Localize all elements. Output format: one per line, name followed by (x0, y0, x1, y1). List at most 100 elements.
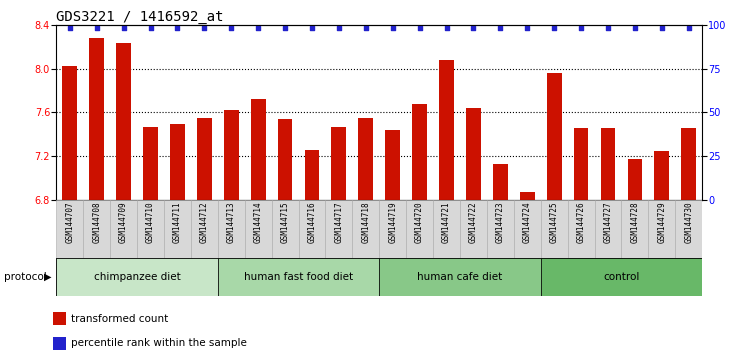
Text: human cafe diet: human cafe diet (418, 272, 502, 282)
Bar (56, 200, 83, 258)
Point (387, 25, 399, 31)
Text: GSM144722: GSM144722 (469, 202, 478, 244)
Bar (601, 128, 615, 200)
Point (333, 25, 345, 31)
Text: GSM144717: GSM144717 (334, 202, 343, 244)
Point (64, 25, 76, 31)
Bar (251, 99, 266, 200)
Text: GSM144723: GSM144723 (496, 202, 505, 244)
Bar (358, 118, 373, 200)
Bar (164, 200, 191, 258)
Text: GSM144711: GSM144711 (173, 202, 182, 244)
Text: GSM144726: GSM144726 (577, 202, 586, 244)
Text: GSM144716: GSM144716 (307, 202, 316, 244)
Text: GSM144718: GSM144718 (361, 202, 370, 244)
Point (360, 25, 372, 31)
Point (252, 25, 264, 31)
Point (118, 25, 130, 31)
Text: transformed count: transformed count (71, 314, 168, 324)
Text: percentile rank within the sample: percentile rank within the sample (71, 338, 247, 348)
Text: GSM144707: GSM144707 (65, 202, 74, 244)
Point (629, 25, 641, 31)
Point (279, 25, 291, 31)
Bar (568, 200, 595, 258)
Bar (218, 200, 245, 258)
Bar (433, 200, 460, 258)
Text: GSM144712: GSM144712 (200, 202, 209, 244)
Text: ▶: ▶ (44, 272, 51, 282)
Point (198, 25, 210, 31)
Bar (305, 150, 319, 200)
Point (683, 25, 695, 31)
Text: GSM144710: GSM144710 (146, 202, 155, 244)
Bar (681, 128, 696, 200)
Text: GSM144724: GSM144724 (523, 202, 532, 244)
Text: chimpanzee diet: chimpanzee diet (94, 272, 180, 282)
Bar (406, 200, 433, 258)
Bar (89, 38, 104, 200)
Bar (143, 127, 158, 200)
Point (548, 25, 560, 31)
Bar (137, 200, 164, 258)
Text: GSM144715: GSM144715 (281, 202, 290, 244)
Bar (547, 73, 562, 200)
Bar (466, 108, 481, 200)
Bar (62, 67, 77, 200)
Bar (110, 200, 137, 258)
Bar (56, 258, 218, 296)
Text: control: control (603, 272, 640, 282)
Bar (379, 258, 541, 296)
Bar (272, 200, 299, 258)
Point (441, 25, 453, 31)
Text: GDS3221 / 1416592_at: GDS3221 / 1416592_at (56, 10, 224, 24)
Bar (439, 60, 454, 200)
Text: GSM144713: GSM144713 (227, 202, 236, 244)
Text: GSM144728: GSM144728 (630, 202, 639, 244)
Bar (541, 258, 702, 296)
Bar (224, 110, 239, 200)
Point (225, 25, 237, 31)
Bar (595, 200, 622, 258)
Bar (574, 128, 589, 200)
Bar (628, 160, 642, 200)
Bar (648, 200, 675, 258)
Text: GSM144709: GSM144709 (119, 202, 128, 244)
Text: GSM144720: GSM144720 (415, 202, 424, 244)
Bar (487, 200, 514, 258)
Text: GSM144730: GSM144730 (684, 202, 693, 244)
Text: GSM144708: GSM144708 (92, 202, 101, 244)
Bar (514, 200, 541, 258)
Point (521, 25, 533, 31)
Point (575, 25, 587, 31)
Text: GSM144714: GSM144714 (254, 202, 263, 244)
Bar (197, 118, 212, 200)
Point (414, 25, 426, 31)
Text: GSM144719: GSM144719 (388, 202, 397, 244)
Bar (325, 200, 352, 258)
Text: GSM144729: GSM144729 (657, 202, 666, 244)
Bar (385, 130, 400, 200)
Bar (412, 104, 427, 200)
Bar (83, 200, 110, 258)
Point (467, 25, 479, 31)
Point (494, 25, 506, 31)
Point (602, 25, 614, 31)
Bar (520, 192, 535, 200)
Text: GSM144721: GSM144721 (442, 202, 451, 244)
Bar (352, 200, 379, 258)
Bar (170, 125, 185, 200)
Point (91, 25, 103, 31)
Text: GSM144727: GSM144727 (604, 202, 613, 244)
Point (656, 25, 668, 31)
Bar (541, 200, 568, 258)
Bar (245, 200, 272, 258)
Bar (622, 200, 648, 258)
Point (144, 25, 156, 31)
Bar (116, 44, 131, 200)
Bar (218, 258, 379, 296)
Bar (675, 200, 702, 258)
Point (171, 25, 183, 31)
Text: human fast food diet: human fast food diet (244, 272, 353, 282)
Bar (493, 164, 508, 200)
Bar (278, 119, 292, 200)
